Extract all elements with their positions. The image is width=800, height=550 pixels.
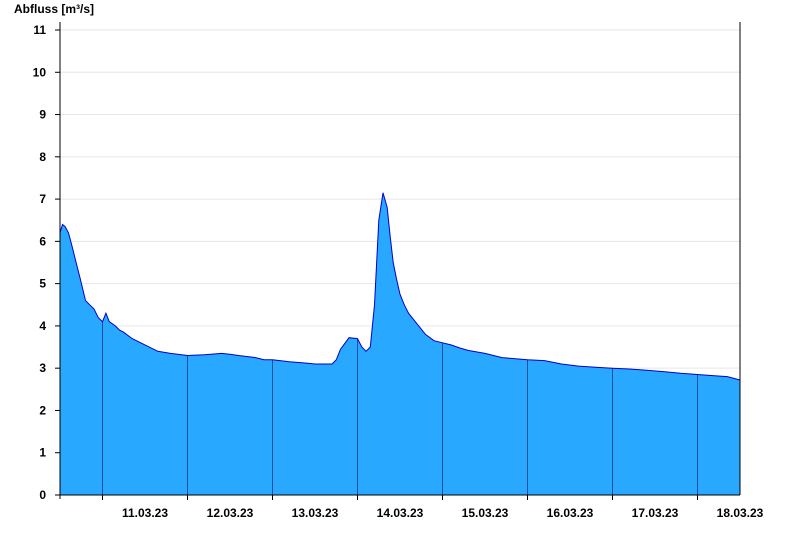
y-tick-label: 1 [39,446,46,460]
x-tick-label: 12.03.23 [207,506,254,520]
x-tick-label: 16.03.23 [547,506,594,520]
y-axis-label: Abfluss [m³/s] [14,2,94,16]
y-tick-label: 4 [39,319,46,333]
y-tick-label: 6 [39,234,46,248]
y-tick-label: 7 [39,192,46,206]
x-tick-label: 18.03.23 [717,506,764,520]
y-tick-label: 10 [33,65,47,79]
x-tick-label: 15.03.23 [462,506,509,520]
y-tick-label: 0 [39,488,46,502]
x-tick-label: 11.03.23 [122,506,168,520]
y-tick-label: 8 [39,150,46,164]
y-tick-label: 11 [33,23,46,37]
discharge-line [59,192,741,381]
y-tick-label: 2 [39,403,46,417]
day-boundary-lines [102,321,698,495]
x-tick-label: 13.03.23 [292,506,339,520]
y-tick-label: 5 [39,277,46,291]
y-tick-label: 9 [39,108,46,122]
x-ticks: 11.03.23 12.03.23 13.03.23 14.03.23 15.03.23… [102,495,764,520]
discharge-area [60,192,740,496]
y-ticks: 0 1 2 3 4 5 6 7 8 9 10 11 [33,23,60,502]
y-tick-label: 3 [39,361,46,375]
x-tick-label: 17.03.23 [632,506,679,520]
x-tick-label: 14.03.23 [377,506,424,520]
axes [56,22,741,499]
